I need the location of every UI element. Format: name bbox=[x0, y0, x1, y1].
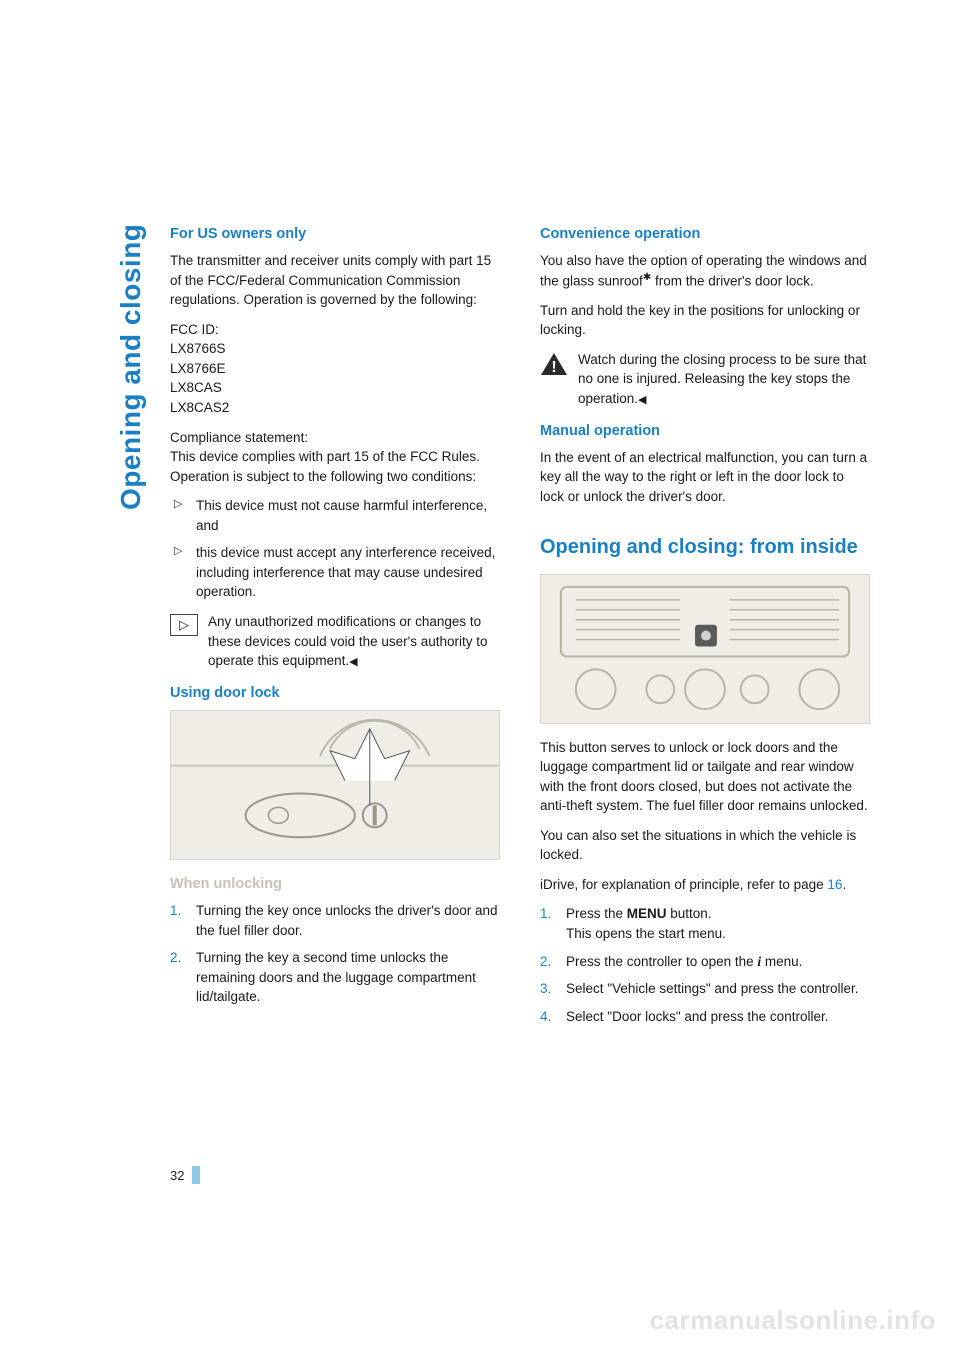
step-number: 1. bbox=[540, 904, 551, 924]
text-run: menu. bbox=[761, 954, 802, 969]
paragraph: You can also set the situations in which… bbox=[540, 826, 870, 865]
heading-from-inside: Opening and closing: from inside bbox=[540, 535, 870, 560]
paragraph: In the event of an electrical malfunctio… bbox=[540, 448, 870, 507]
text-run: This opens the start menu. bbox=[566, 926, 726, 941]
text-run: Press the controller to open the bbox=[566, 954, 757, 969]
section-label-vertical: Opening and closing bbox=[115, 224, 147, 510]
door-handle-illustration bbox=[171, 711, 499, 860]
note-text: Any unauthorized modifications or change… bbox=[208, 614, 488, 668]
text-run: iDrive, for explanation of principle, re… bbox=[540, 877, 827, 892]
text-run: button. bbox=[667, 906, 712, 921]
dashboard-illustration bbox=[541, 575, 869, 724]
list-item: 2. Turning the key a second time unlocks … bbox=[170, 948, 500, 1007]
step-text: Press the MENU button. This opens the st… bbox=[566, 906, 726, 941]
step-text: Select "Door locks" and press the contro… bbox=[566, 1009, 828, 1024]
watermark: carmanualsonline.info bbox=[650, 1305, 936, 1336]
list-item: 1. Press the MENU button. This opens the… bbox=[540, 904, 870, 943]
step-number: 4. bbox=[540, 1007, 551, 1027]
manual-page: Opening and closing For US owners only T… bbox=[0, 0, 960, 1358]
compliance-block: Compliance statement: This device compli… bbox=[170, 428, 500, 487]
paragraph: This button serves to unlock or lock doo… bbox=[540, 738, 870, 816]
heading-door-lock: Using door lock bbox=[170, 683, 500, 704]
heading-us-owners: For US owners only bbox=[170, 224, 500, 245]
compliance-label: Compliance statement: bbox=[170, 430, 308, 445]
end-mark-icon: ◀ bbox=[638, 394, 646, 406]
page-number-accent bbox=[192, 1166, 200, 1184]
step-number: 1. bbox=[170, 901, 181, 921]
step-text: Turning the key once unlocks the driver'… bbox=[196, 903, 498, 938]
ordered-list: 1. Turning the key once unlocks the drive… bbox=[170, 901, 500, 1007]
list-item: 2. Press the controller to open the i me… bbox=[540, 952, 870, 972]
svg-text:!: ! bbox=[551, 359, 556, 376]
step-number: 3. bbox=[540, 979, 551, 999]
text-run: Press the bbox=[566, 906, 627, 921]
paragraph: You also have the option of operating th… bbox=[540, 251, 870, 291]
figure-dashboard bbox=[540, 574, 870, 724]
paragraph: The transmitter and receiver units compl… bbox=[170, 251, 500, 310]
end-mark-icon: ◀ bbox=[349, 656, 357, 668]
note-icon: ▷ bbox=[170, 614, 198, 636]
step-number: 2. bbox=[540, 952, 551, 972]
bullet-list: This device must not cause harmful inter… bbox=[170, 496, 500, 602]
fcc-id: LX8766S bbox=[170, 341, 226, 356]
heading-when-unlocking: When unlocking bbox=[170, 874, 500, 895]
fcc-id: LX8CAS bbox=[170, 380, 222, 395]
menu-button-label: MENU bbox=[627, 906, 667, 921]
heading-manual: Manual operation bbox=[540, 421, 870, 442]
warning-icon: ! bbox=[540, 352, 568, 376]
fcc-id: LX8CAS2 bbox=[170, 400, 229, 415]
right-column: Convenience operation You also have the … bbox=[540, 220, 870, 1036]
list-item: This device must not cause harmful inter… bbox=[170, 496, 500, 535]
note-block: ▷ Any unauthorized modifications or chan… bbox=[170, 612, 500, 671]
list-item: 3. Select "Vehicle settings" and press t… bbox=[540, 979, 870, 999]
fcc-id: LX8766E bbox=[170, 361, 226, 376]
compliance-text: This device complies with part 15 of the… bbox=[170, 449, 480, 484]
page-reference-link[interactable]: 16 bbox=[827, 877, 842, 892]
step-number: 2. bbox=[170, 948, 181, 968]
step-text: Press the controller to open the i menu. bbox=[566, 954, 802, 969]
paragraph: iDrive, for explanation of principle, re… bbox=[540, 875, 870, 895]
left-column: For US owners only The transmitter and r… bbox=[170, 220, 500, 1036]
paragraph: Turn and hold the key in the positions f… bbox=[540, 301, 870, 340]
asterisk-icon: ✱ bbox=[643, 272, 651, 283]
page-number: 32 bbox=[170, 1168, 184, 1183]
two-column-content: For US owners only The transmitter and r… bbox=[170, 220, 870, 1036]
figure-door-handle bbox=[170, 710, 500, 860]
list-item: 1. Turning the key once unlocks the drive… bbox=[170, 901, 500, 940]
warning-text: Watch during the closing process to be s… bbox=[578, 352, 866, 406]
warning-block: ! Watch during the closing process to be… bbox=[540, 350, 870, 409]
list-item: 4. Select "Door locks" and press the con… bbox=[540, 1007, 870, 1027]
ordered-list: 1. Press the MENU button. This opens the… bbox=[540, 904, 870, 1026]
step-text: Turning the key a second time unlocks th… bbox=[196, 950, 476, 1004]
text-run: . bbox=[842, 877, 846, 892]
heading-convenience: Convenience operation bbox=[540, 224, 870, 245]
step-text: Select "Vehicle settings" and press the … bbox=[566, 981, 859, 996]
fcc-block: FCC ID: LX8766S LX8766E LX8CAS LX8CAS2 bbox=[170, 320, 500, 418]
text-run: from the driver's door lock. bbox=[651, 273, 813, 288]
fcc-label: FCC ID: bbox=[170, 322, 219, 337]
list-item: this device must accept any interference… bbox=[170, 543, 500, 602]
